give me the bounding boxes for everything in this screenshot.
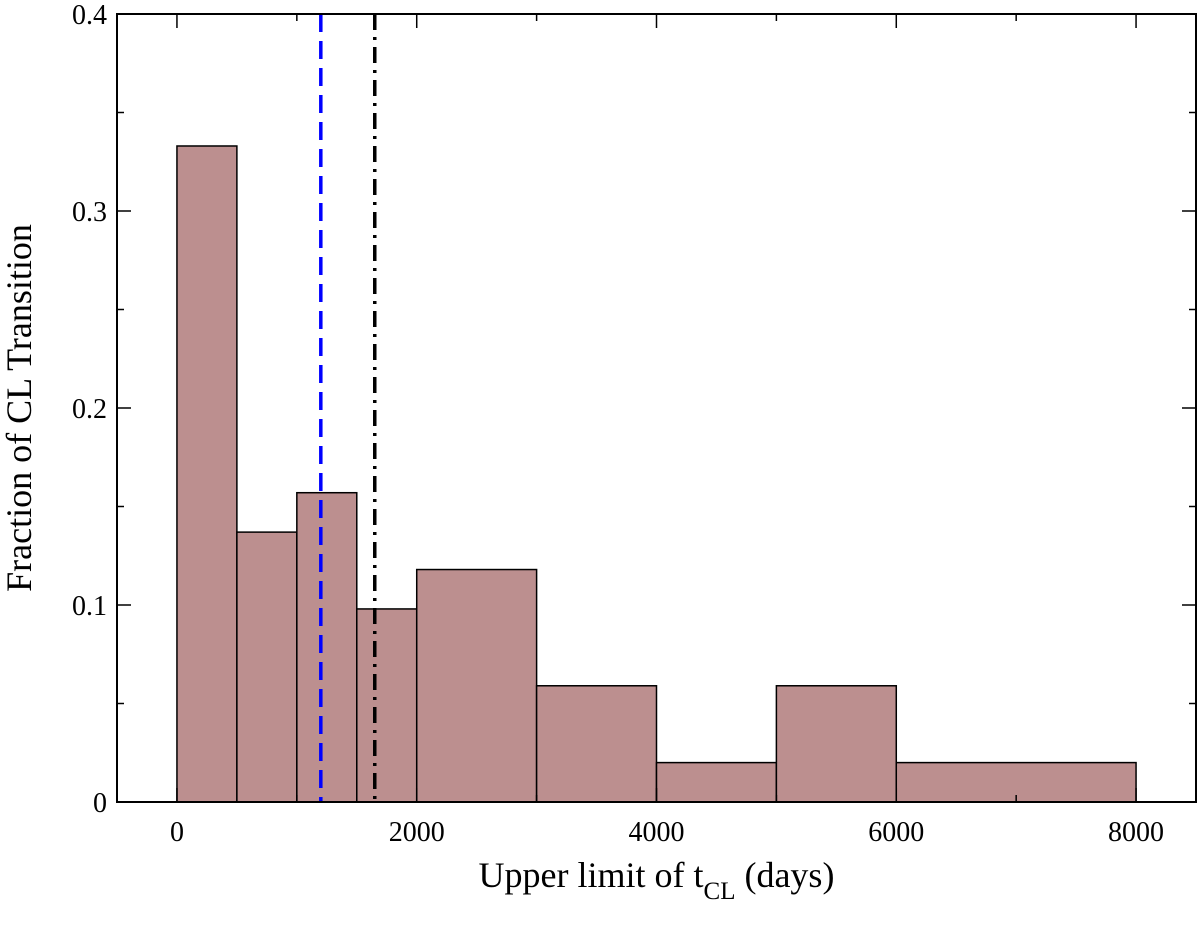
y-tick-label: 0: [93, 788, 107, 819]
y-tick-label: 0.3: [72, 197, 107, 228]
x-axis-title-main: Upper limit of t: [479, 855, 704, 895]
x-tick-labels: 0 2000 4000 6000 8000: [170, 817, 1164, 848]
x-tick-label: 4000: [629, 817, 685, 848]
x-axis-title: Upper limit of tCL (days): [479, 855, 835, 905]
histogram-bar-1: [176, 145, 238, 803]
y-tick-label: 0.2: [72, 394, 107, 425]
histogram-bars: [176, 145, 1137, 803]
histogram-bar-3: [296, 491, 358, 803]
x-tick-label: 6000: [868, 817, 924, 848]
histogram-bar-7: [655, 761, 778, 803]
axis-ticks: [117, 13, 1196, 803]
histogram-bar-5: [415, 568, 538, 803]
histogram-bar-8: [775, 685, 898, 803]
x-axis-title-subscript: CL: [704, 878, 736, 905]
histogram-bar-4: [356, 608, 418, 803]
x-tick-label: 0: [170, 817, 184, 848]
histogram-bar-2: [236, 531, 298, 803]
y-axis-title: Fraction of CL Transition: [0, 224, 39, 592]
histogram-bar-6: [535, 685, 658, 803]
reference-lines: [319, 14, 377, 802]
x-tick-label: 2000: [389, 817, 445, 848]
y-tick-label: 0.4: [72, 0, 107, 31]
x-axis-title-unit: (days): [735, 855, 834, 895]
x-tick-label: 8000: [1108, 817, 1164, 848]
y-tick-labels: 0 0.1 0.2 0.3 0.4: [72, 0, 107, 819]
y-tick-label: 0.1: [72, 591, 107, 622]
